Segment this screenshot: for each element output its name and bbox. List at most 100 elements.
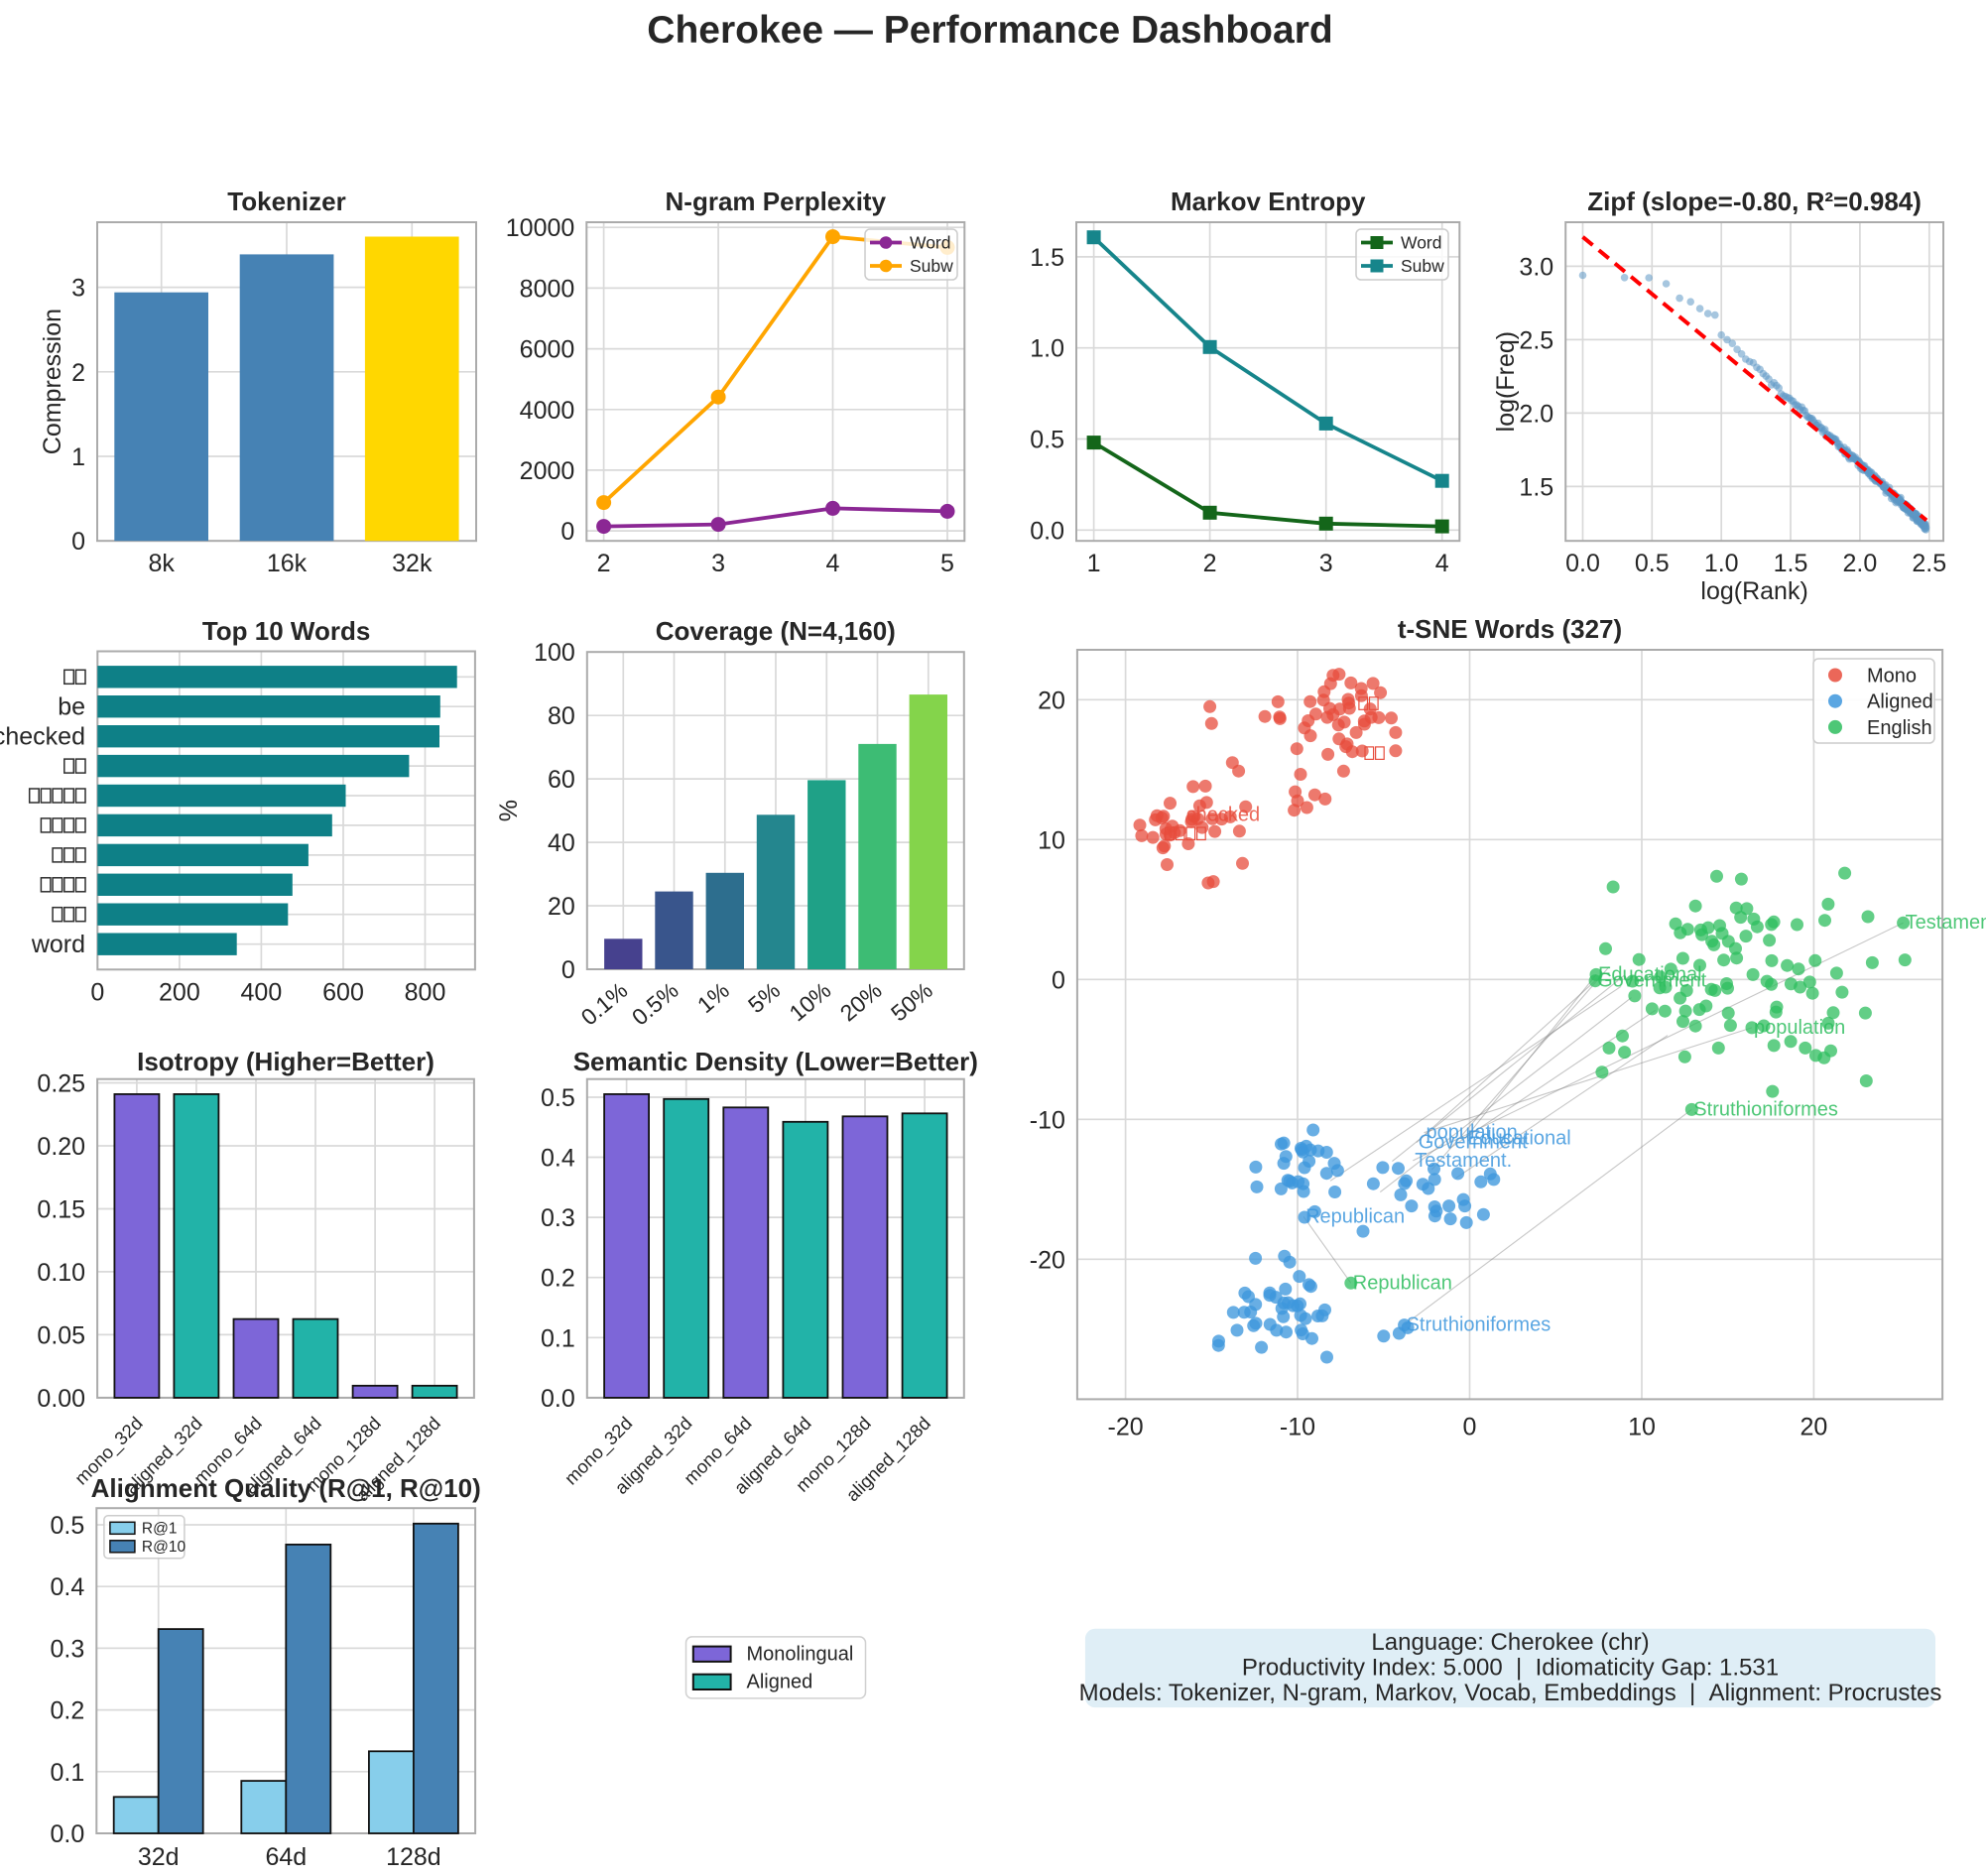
svg-text:-10: -10 [1280,1413,1315,1440]
svg-text:R@10: R@10 [142,1539,186,1556]
svg-text:1: 1 [71,443,85,471]
svg-text:Isotropy (Higher=Better): Isotropy (Higher=Better) [137,1047,434,1076]
svg-text:Testament.: Testament. [1415,1150,1512,1172]
svg-text:Aligned: Aligned [747,1672,813,1693]
svg-text:80: 80 [548,702,575,730]
svg-text:Educational: Educational [1467,1127,1571,1149]
svg-text:%: % [495,800,523,821]
svg-text:2: 2 [71,359,85,387]
svg-text:0.1: 0.1 [51,1759,85,1787]
svg-text:population: population [1754,1017,1845,1039]
svg-text:0.0: 0.0 [1565,550,1600,577]
svg-text:0: 0 [90,978,104,1006]
svg-text:Alignment Quality (R@1, R@10): Alignment Quality (R@1, R@10) [91,1473,481,1503]
svg-text:1.0: 1.0 [1030,335,1064,363]
svg-text:Semantic Density (Lower=Better: Semantic Density (Lower=Better) [573,1047,978,1076]
svg-text:20: 20 [1800,1413,1827,1440]
svg-text:Government: Government [1419,1132,1528,1154]
svg-text:1.5: 1.5 [1519,473,1553,501]
svg-text:-20: -20 [1030,1246,1065,1274]
svg-text:Word: Word [910,233,951,253]
svg-text:2: 2 [1203,550,1217,577]
svg-text:Subw: Subw [910,256,953,276]
svg-text:0.3: 0.3 [51,1635,85,1663]
svg-text:Mono: Mono [1867,666,1917,688]
svg-text:0.3: 0.3 [541,1204,575,1232]
svg-text:N-gram Perplexity: N-gram Perplexity [666,187,887,216]
svg-text:Aligned: Aligned [1867,691,1933,713]
svg-text:Struthioniformes: Struthioniformes [1407,1314,1552,1336]
svg-text:100: 100 [534,639,575,667]
svg-text:8000: 8000 [520,275,575,303]
svg-text:be: be [58,693,85,721]
svg-text:0.4: 0.4 [541,1145,575,1173]
svg-text:0: 0 [71,528,85,556]
svg-text:2.0: 2.0 [1843,550,1878,577]
svg-text:32k: 32k [392,550,433,577]
svg-text:3: 3 [1319,550,1333,577]
svg-text:log(Rank): log(Rank) [1700,577,1807,605]
svg-text:t-SNE Words (327): t-SNE Words (327) [1398,614,1622,644]
svg-text:10: 10 [1628,1413,1656,1440]
svg-text:Coverage (N=4,160): Coverage (N=4,160) [656,616,896,646]
svg-text:3: 3 [71,275,85,303]
svg-text:60: 60 [548,766,575,794]
svg-text:-10: -10 [1030,1106,1065,1134]
svg-text:0: 0 [1463,1413,1477,1440]
svg-text:Subw: Subw [1401,256,1444,276]
svg-text:0.2: 0.2 [51,1697,85,1725]
svg-text:0.2: 0.2 [541,1265,575,1293]
svg-text:3: 3 [711,550,725,577]
svg-text:2000: 2000 [520,457,575,485]
svg-text:0.15: 0.15 [37,1196,85,1224]
svg-text:population: population [1427,1122,1518,1144]
svg-text:20: 20 [548,893,575,921]
svg-text:Compression: Compression [39,309,66,454]
svg-text:4000: 4000 [520,397,575,425]
svg-text:log(Freq): log(Freq) [1492,331,1520,432]
svg-text:Educational: Educational [1598,963,1702,985]
svg-text:3.0: 3.0 [1519,253,1553,281]
svg-text:0.5: 0.5 [51,1512,85,1540]
svg-text:Testament.: Testament. [1906,912,1986,934]
svg-text:checked: checked [1186,805,1261,826]
svg-text:0.0: 0.0 [541,1385,575,1413]
svg-text:Language: Cherokee (chr): Language: Cherokee (chr) [1371,1629,1649,1656]
svg-text:0: 0 [1052,966,1065,994]
svg-text:0: 0 [561,956,575,984]
svg-text:Markov Entropy: Markov Entropy [1171,187,1366,216]
svg-text:0.10: 0.10 [37,1259,85,1287]
svg-text:0.1: 0.1 [541,1324,575,1352]
svg-text:10: 10 [1038,826,1065,854]
svg-text:Republican: Republican [1353,1272,1452,1294]
svg-text:0.20: 0.20 [37,1133,85,1161]
svg-text:4: 4 [1435,550,1449,577]
svg-text:1: 1 [1087,550,1101,577]
svg-text:8k: 8k [148,550,175,577]
svg-text:2.0: 2.0 [1519,400,1553,428]
svg-text:Government: Government [1597,970,1706,992]
svg-text:0.05: 0.05 [37,1321,85,1349]
svg-text:10000: 10000 [506,214,575,242]
svg-text:English: English [1867,717,1932,739]
svg-text:Struthioniformes: Struthioniformes [1693,1098,1838,1120]
svg-text:word: word [31,931,85,958]
svg-text:0.0: 0.0 [51,1820,85,1848]
svg-text:1.5: 1.5 [1774,550,1808,577]
svg-text:-20: -20 [1108,1413,1144,1440]
svg-text:6000: 6000 [520,336,575,364]
svg-text:0.4: 0.4 [51,1573,85,1601]
svg-text:0.0: 0.0 [1030,517,1064,545]
svg-text:2.5: 2.5 [1912,550,1946,577]
svg-text:5: 5 [940,550,954,577]
svg-text:1.5: 1.5 [1030,244,1064,272]
svg-text:Productivity Index: 5.000 |: Productivity Index: 5.000 | Idiomaticity… [1242,1655,1779,1682]
svg-text:0.5: 0.5 [1030,427,1064,454]
svg-text:Word: Word [1401,233,1442,253]
svg-text:1.0: 1.0 [1704,550,1739,577]
svg-text:2: 2 [597,550,611,577]
svg-text:800: 800 [405,978,446,1006]
svg-text:128d: 128d [386,1843,441,1871]
svg-text:2.5: 2.5 [1519,326,1553,354]
svg-text:20: 20 [1038,687,1065,714]
